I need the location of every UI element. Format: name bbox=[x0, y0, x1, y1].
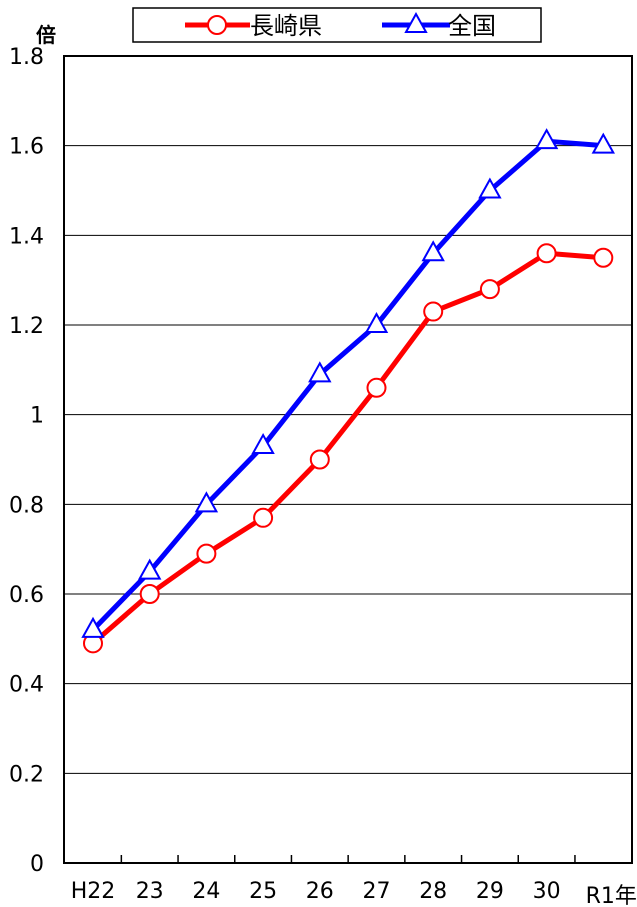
series-national bbox=[81, 128, 615, 638]
legend-marker-national bbox=[404, 11, 428, 33]
y-tick-label: 1 bbox=[30, 404, 44, 429]
y-tick-label: 0.4 bbox=[9, 673, 44, 698]
y-tick-label: 0 bbox=[30, 852, 44, 877]
x-axis-tick-marks bbox=[120, 855, 576, 863]
x-tick-label: 23 bbox=[136, 879, 164, 904]
data-point bbox=[534, 128, 559, 150]
plot-area bbox=[63, 55, 633, 864]
data-point bbox=[308, 361, 332, 383]
data-point bbox=[478, 177, 502, 199]
series-line bbox=[91, 138, 604, 632]
y-tick-label: 1.8 bbox=[9, 45, 44, 70]
legend-marker-nagasaki bbox=[207, 15, 227, 35]
y-tick-label: 1.2 bbox=[9, 314, 44, 339]
legend-label-national: 全国 bbox=[448, 12, 496, 40]
data-point bbox=[251, 432, 275, 455]
x-axis-tick-labels: H22 23 24 25 26 27 28 29 30 R1年 bbox=[71, 879, 637, 907]
y-tick-label: 1.4 bbox=[9, 224, 44, 249]
x-tick-label: 25 bbox=[249, 879, 277, 904]
series-layer bbox=[81, 128, 615, 654]
data-point bbox=[309, 449, 330, 470]
data-point bbox=[253, 507, 274, 528]
data-point bbox=[364, 311, 389, 333]
data-point bbox=[196, 543, 217, 564]
legend-label-nagasaki: 長崎県 bbox=[250, 12, 322, 40]
data-point bbox=[421, 240, 445, 262]
y-tick-label: 0.6 bbox=[9, 583, 44, 608]
data-point bbox=[81, 616, 105, 638]
series-nagasaki bbox=[83, 243, 614, 654]
x-tick-label: 24 bbox=[192, 879, 220, 904]
data-point bbox=[366, 377, 387, 398]
data-point bbox=[593, 247, 614, 268]
series-line bbox=[91, 250, 604, 646]
data-point bbox=[138, 558, 162, 580]
y-tick-label: 0.8 bbox=[9, 493, 44, 518]
data-point bbox=[536, 243, 557, 264]
x-tick-label: 28 bbox=[419, 879, 447, 904]
x-tick-label: 30 bbox=[533, 879, 561, 904]
data-point bbox=[423, 301, 444, 322]
x-tick-label: 26 bbox=[306, 879, 334, 904]
data-point bbox=[479, 279, 500, 300]
y-tick-label: 1.6 bbox=[9, 135, 44, 160]
legend: 長崎県 全国 bbox=[132, 7, 542, 43]
data-point bbox=[591, 132, 615, 154]
y-tick-label: 0.2 bbox=[9, 762, 44, 787]
y-axis-tick-labels: 0 0.2 0.4 0.6 0.8 1 1.2 1.4 1.6 1.8 bbox=[9, 45, 44, 877]
y-axis-unit-label: 倍 bbox=[36, 23, 56, 47]
data-point bbox=[139, 584, 160, 604]
x-tick-label: H22 bbox=[71, 879, 116, 904]
x-tick-label: 27 bbox=[363, 879, 391, 904]
x-tick-label: 29 bbox=[476, 879, 504, 904]
x-tick-label: R1年 bbox=[586, 884, 637, 907]
data-point bbox=[194, 491, 219, 513]
